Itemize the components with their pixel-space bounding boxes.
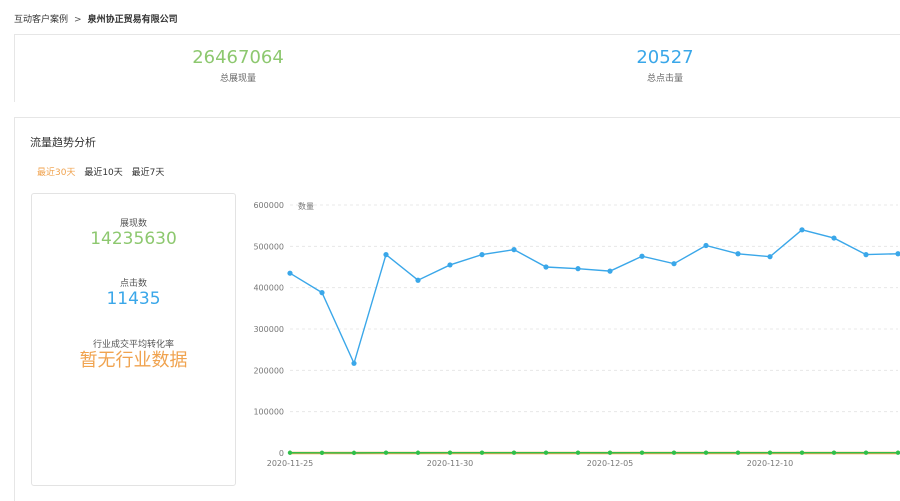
traffic-line-chart: 0 100000 200000 300000 400000 500000 600000 数量 2… — [253, 201, 900, 468]
tab-last-30-days[interactable]: 最近30天 — [37, 168, 76, 178]
clicks-data-point — [799, 450, 805, 455]
impressions-data-point — [767, 254, 773, 260]
impressions-data-point — [831, 235, 837, 241]
impressions-data-point — [895, 251, 900, 257]
clicks-data-point — [607, 450, 613, 455]
clicks-data-point — [383, 450, 389, 455]
clicks-data-point — [511, 450, 517, 455]
impressions-data-point — [639, 253, 645, 259]
clicks-data-point — [319, 450, 325, 455]
impressions-data-point — [479, 252, 485, 258]
impressions-data-point — [415, 277, 421, 283]
clicks-value: 11435 — [106, 289, 161, 309]
impressions-data-point — [671, 261, 677, 267]
y-tick-label: 300000 — [253, 325, 284, 334]
trend-title: 流量趋势分析 — [30, 136, 96, 149]
clicks-label: 点击数 — [119, 279, 147, 289]
total-impressions-stat: 26467064 总展现量 — [148, 47, 328, 84]
clicks-data-point — [895, 450, 900, 455]
impressions-data-point — [607, 268, 613, 274]
y-axis-name: 数量 — [298, 201, 314, 211]
impressions-data-point — [287, 270, 293, 276]
conversion-metric: 行业成交平均转化率 暂无行业数据 — [32, 337, 235, 372]
trend-panel: 流量趋势分析 最近30天 最近10天 最近7天 展现数 14235630 点击数… — [14, 117, 900, 501]
clicks-data-point — [671, 450, 677, 455]
tab-last-7-days[interactable]: 最近7天 — [131, 168, 165, 178]
clicks-data-point — [639, 450, 645, 455]
clicks-data-point — [703, 450, 709, 455]
breadcrumb-current: 泉州协正贸易有限公司 — [87, 15, 178, 25]
impressions-data-point — [351, 360, 357, 366]
clicks-metric: 点击数 11435 — [32, 276, 235, 309]
impressions-data-point — [799, 227, 805, 233]
impressions-label: 展现数 — [119, 219, 147, 229]
y-tick-label: 100000 — [253, 408, 284, 417]
impressions-data-point — [863, 252, 869, 258]
clicks-data-point — [479, 450, 485, 455]
impressions-data-point — [511, 247, 517, 253]
total-clicks-label: 总点击量 — [646, 74, 683, 84]
metrics-card: 展现数 14235630 点击数 11435 行业成交平均转化率 暂无行业数据 — [31, 193, 236, 486]
impressions-metric: 展现数 14235630 — [32, 216, 235, 249]
x-tick-label: 2020-11-25 — [267, 459, 314, 468]
y-tick-label: 0 — [279, 449, 284, 458]
conversion-label: 行业成交平均转化率 — [92, 340, 174, 350]
x-tick-label: 2020-12-05 — [587, 459, 634, 468]
clicks-data-point — [575, 450, 581, 455]
clicks-data-point — [447, 450, 453, 455]
breadcrumb-separator: > — [74, 15, 82, 25]
x-tick-label: 2020-12-10 — [747, 459, 794, 468]
impressions-data-point — [543, 264, 549, 270]
clicks-data-point — [415, 450, 421, 455]
y-tick-label: 600000 — [253, 201, 284, 210]
y-tick-label: 500000 — [253, 242, 284, 251]
impressions-data-point — [703, 242, 709, 249]
x-tick-label: 2020-11-30 — [427, 459, 474, 468]
impressions-data-point — [575, 266, 581, 272]
y-tick-label: 400000 — [253, 284, 284, 293]
breadcrumb-parent-link[interactable]: 互动客户案例 — [14, 15, 69, 25]
tab-last-10-days[interactable]: 最近10天 — [84, 168, 123, 178]
clicks-data-point — [287, 450, 293, 455]
breadcrumb: 互动客户案例 > 泉州协正贸易有限公司 — [14, 12, 178, 25]
conversion-value: 暂无行业数据 — [79, 350, 188, 371]
clicks-data-point — [767, 450, 773, 455]
impressions-data-point — [735, 251, 741, 257]
total-clicks-value: 20527 — [636, 47, 694, 68]
clicks-data-point — [831, 450, 837, 455]
total-clicks-stat: 20527 总点击量 — [575, 47, 755, 84]
impressions-value: 14235630 — [90, 229, 177, 249]
y-tick-label: 200000 — [253, 366, 284, 375]
impressions-data-point — [383, 252, 389, 258]
summary-panel: 26467064 总展现量 20527 总点击量 — [14, 34, 900, 102]
total-impressions-value: 26467064 — [192, 47, 284, 68]
clicks-data-point — [863, 450, 869, 455]
total-impressions-label: 总展现量 — [219, 74, 256, 84]
impressions-series-line — [289, 229, 899, 366]
clicks-data-point — [543, 450, 549, 455]
impressions-data-point — [319, 290, 325, 296]
clicks-data-point — [735, 450, 741, 455]
clicks-data-point — [351, 450, 357, 456]
range-tabs: 最近30天 最近10天 最近7天 — [37, 165, 170, 178]
impressions-data-point — [447, 262, 453, 268]
